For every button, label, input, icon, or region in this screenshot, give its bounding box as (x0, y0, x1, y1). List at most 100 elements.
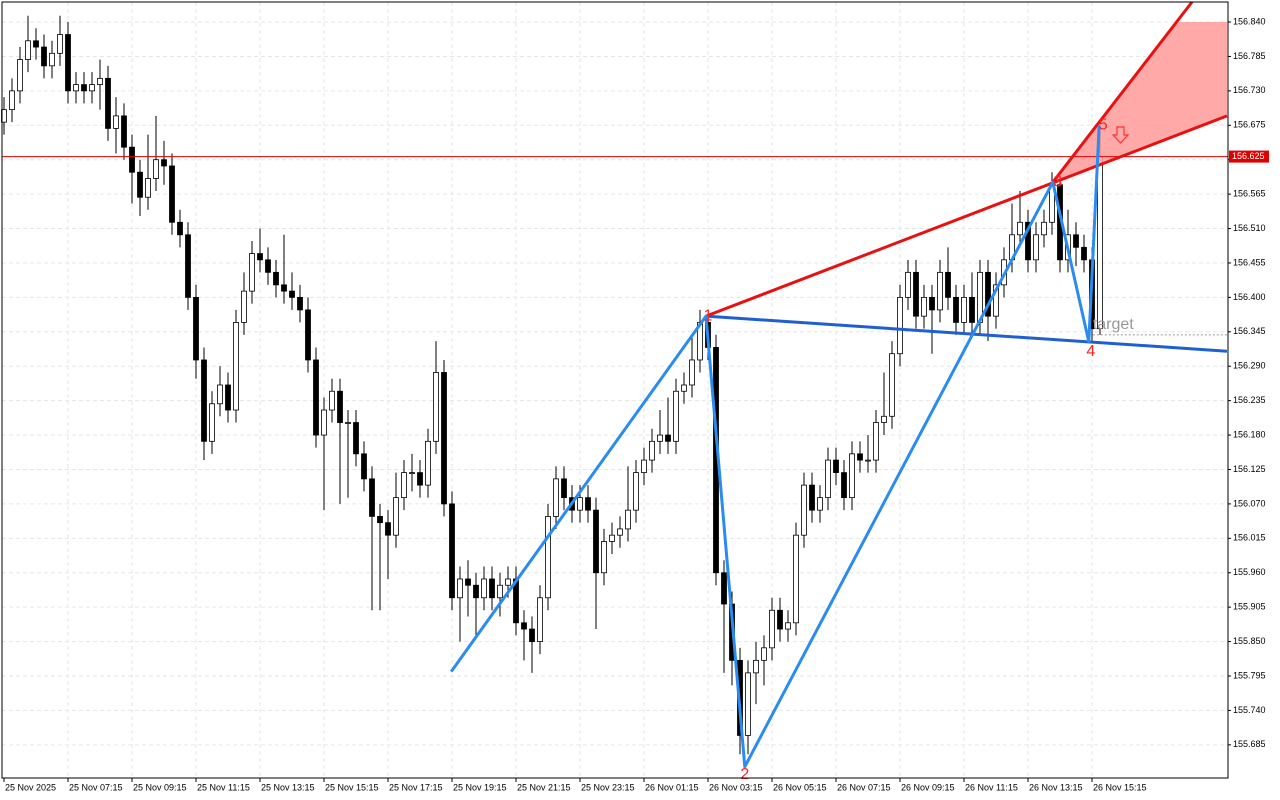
candle-body (673, 390, 679, 442)
overlay: target 1 2 3 4 5 (2, 1, 1228, 783)
candle-body (417, 472, 423, 486)
candle-body (185, 234, 191, 298)
target-label: target (1093, 316, 1134, 333)
candle-body (457, 578, 463, 599)
candle-body (617, 528, 623, 536)
candle-body (961, 296, 967, 323)
x-tick-label: 26 Nov 13:15 (1029, 782, 1083, 792)
candle-body (289, 290, 295, 298)
y-tick-label: 155.850 (1233, 636, 1266, 646)
candle-body (137, 171, 143, 198)
candle-body (945, 271, 951, 298)
candle-body (113, 115, 119, 129)
candle-body (49, 52, 55, 67)
x-tick-label: 26 Nov 11:15 (965, 782, 1018, 792)
candle-body (553, 478, 559, 517)
axes: 156.840156.785156.730156.675156.620156.5… (3, 16, 1269, 792)
x-tick-label: 26 Nov 03:15 (709, 782, 763, 792)
plot (1, 15, 1103, 755)
candle-body (609, 534, 615, 542)
candle-body (361, 453, 367, 480)
y-tick-label: 156.070 (1233, 498, 1266, 508)
candle-body (401, 472, 407, 499)
price-label: 156.625 (1232, 151, 1265, 161)
y-tick-label: 156.015 (1233, 533, 1266, 543)
candle-body (329, 390, 335, 411)
candle-body (385, 522, 391, 536)
candle-body (193, 296, 199, 361)
candle-body (281, 284, 287, 292)
x-tick-label: 25 Nov 11:15 (197, 782, 250, 792)
candle-body (441, 372, 447, 505)
x-tick-label: 26 Nov 01:15 (645, 782, 699, 792)
y-tick-label: 156.345 (1233, 326, 1266, 336)
candle-body (681, 384, 687, 392)
x-tick-label: 25 Nov 19:15 (453, 782, 507, 792)
y-tick-label: 156.840 (1233, 16, 1266, 26)
y-tick-label: 156.510 (1233, 223, 1266, 233)
sell-arrow (1111, 126, 1130, 144)
candle-body (57, 34, 63, 54)
candle-body (913, 271, 919, 317)
x-tick-label: 26 Nov 15:15 (1093, 782, 1147, 792)
candle-body (321, 409, 327, 436)
pattern-label: 3 (1053, 173, 1062, 190)
candle-body (41, 46, 47, 67)
candle-body (73, 84, 79, 92)
candle-body (153, 159, 159, 179)
y-tick-label: 156.125 (1233, 464, 1266, 474)
price-label-box (1229, 150, 1269, 163)
candle-body (345, 422, 351, 424)
y-tick-label: 155.905 (1233, 602, 1266, 612)
y-tick-label: 155.795 (1233, 670, 1266, 680)
candle-body (465, 578, 471, 586)
candle-body (249, 253, 255, 292)
candle-body (353, 422, 359, 455)
candle-body (689, 359, 695, 386)
candle-body (969, 296, 975, 323)
candle-body (873, 422, 879, 461)
candle-body (233, 322, 239, 411)
candle-body (1033, 234, 1039, 261)
candle-body (209, 403, 215, 442)
candle-body (25, 40, 31, 60)
candle-body (425, 440, 431, 486)
candle-body (817, 497, 823, 511)
candle-body (297, 296, 303, 311)
candle-body (257, 253, 263, 261)
y-tick-label: 156.675 (1233, 120, 1266, 130)
candle-body (993, 284, 999, 317)
x-tick-label: 26 Nov 07:15 (837, 782, 891, 792)
candle-body (1081, 246, 1087, 261)
candle-body (377, 516, 383, 524)
candle-body (649, 440, 655, 461)
candle-body (505, 578, 511, 586)
candle-body (865, 459, 871, 462)
candle-body (745, 672, 751, 736)
candle-body (393, 497, 399, 536)
candle-body (89, 84, 95, 92)
candle-body (953, 296, 959, 323)
x-tick-label: 25 Nov 17:15 (389, 782, 443, 792)
candle-body (33, 40, 39, 48)
trend-line (1051, 1, 1194, 184)
candle-body (921, 296, 927, 317)
pattern-label: 4 (1086, 343, 1095, 360)
y-tick-label: 156.730 (1233, 85, 1266, 95)
x-tick-label: 25 Nov 23:15 (581, 782, 635, 792)
candle-body (225, 384, 231, 411)
candle-body (761, 647, 767, 661)
candle-body (1017, 221, 1023, 236)
y-tick-label: 156.235 (1233, 395, 1266, 405)
pattern-label: 2 (740, 766, 749, 783)
trend-line (705, 114, 1228, 318)
pattern-label: 5 (1099, 117, 1108, 134)
candle-body (753, 659, 759, 674)
x-tick-label: 25 Nov 07:15 (69, 782, 123, 792)
candle-body (889, 353, 895, 417)
candle-body (305, 309, 311, 361)
candle-body (489, 578, 495, 599)
